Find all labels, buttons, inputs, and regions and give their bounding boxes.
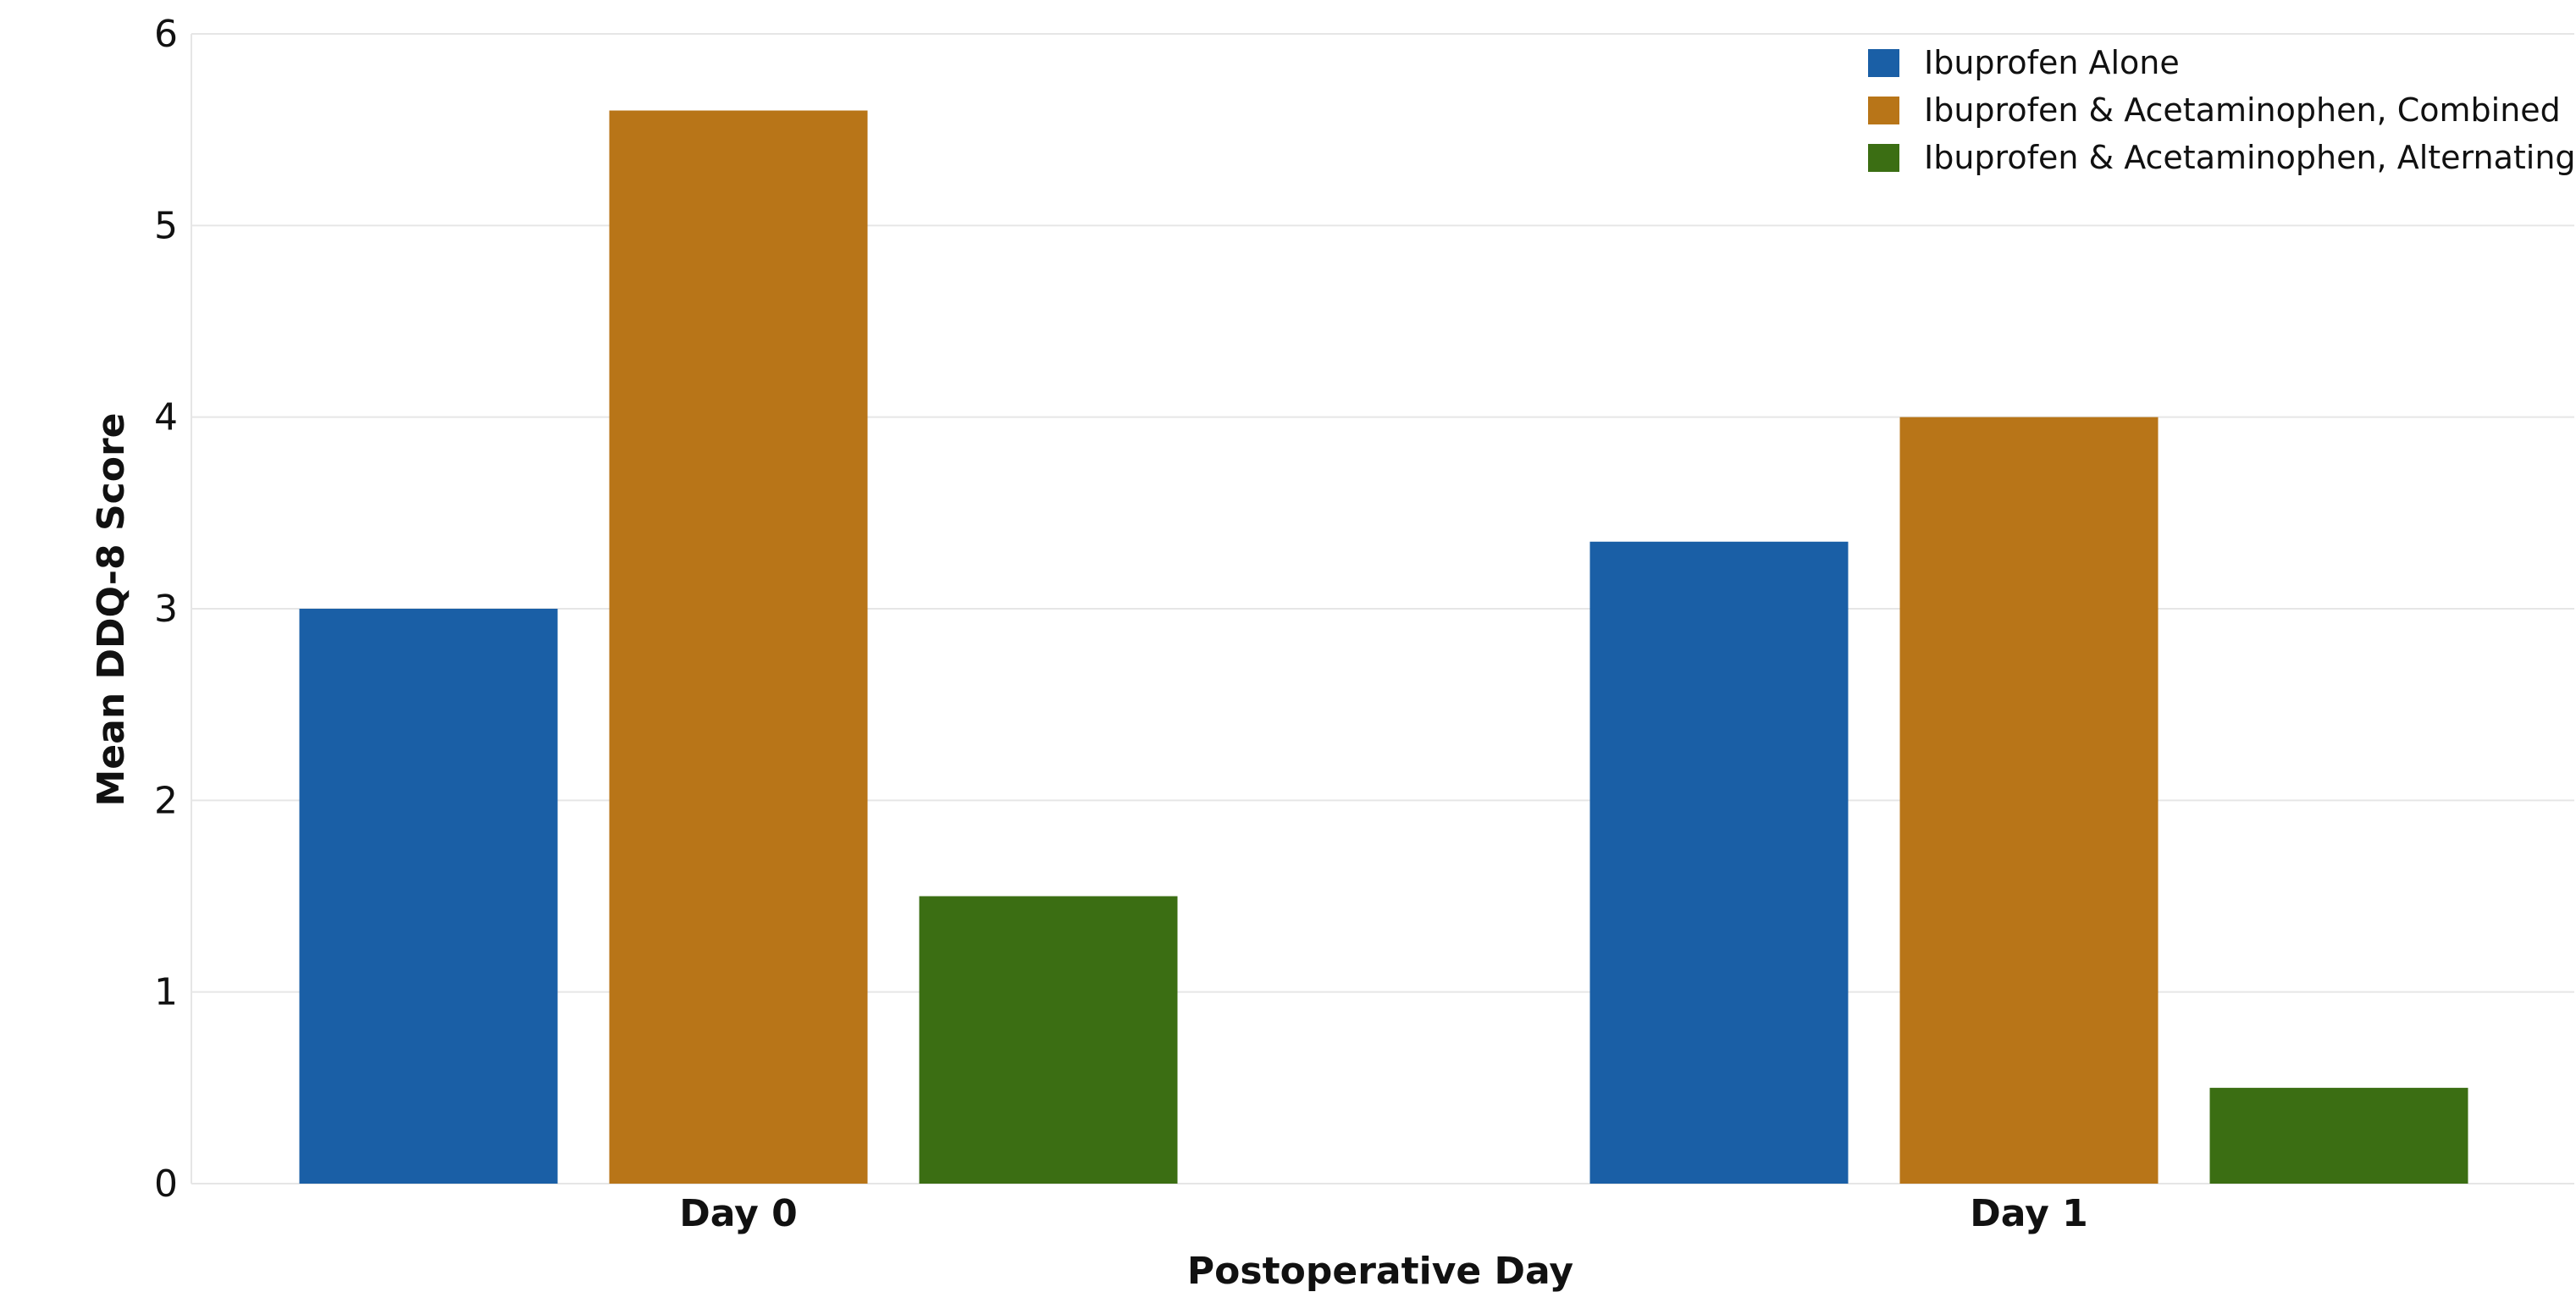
legend-label: Ibuprofen & Acetaminophen, Combined	[1924, 91, 2561, 129]
y-tick-label: 6	[154, 13, 178, 56]
x-tick-label: Day 0	[679, 1192, 797, 1235]
y-axis: 0 1 2 3 4 5 6	[154, 13, 192, 1206]
legend-label: Ibuprofen Alone	[1924, 44, 2180, 81]
bar	[609, 110, 868, 1184]
y-tick-label: 4	[154, 396, 178, 439]
gridlines	[191, 33, 2574, 1184]
y-tick-label: 3	[154, 588, 178, 631]
x-tick-label: Day 1	[1970, 1192, 2087, 1235]
bar	[919, 896, 1178, 1184]
bar	[1899, 417, 2159, 1184]
bars	[299, 110, 2468, 1184]
legend: Ibuprofen Alone Ibuprofen & Acetaminophen…	[1868, 44, 2576, 176]
x-axis-title: Postoperative Day	[1187, 1250, 1573, 1292]
y-tick-label: 5	[154, 204, 178, 247]
legend-swatch	[1868, 97, 1899, 124]
y-tick-label: 2	[154, 779, 178, 822]
y-axis-title: Mean DDQ-8 Score	[90, 413, 133, 807]
y-tick-label: 1	[154, 971, 178, 1014]
legend-swatch	[1868, 49, 1899, 77]
y-tick-label: 0	[154, 1162, 178, 1206]
x-axis: Day 0 Day 1	[679, 1192, 2087, 1235]
bar	[1589, 541, 1849, 1184]
legend-swatch	[1868, 144, 1899, 172]
bar	[299, 609, 558, 1184]
bar	[2209, 1087, 2468, 1184]
legend-label: Ibuprofen & Acetaminophen, Alternating	[1924, 139, 2576, 176]
